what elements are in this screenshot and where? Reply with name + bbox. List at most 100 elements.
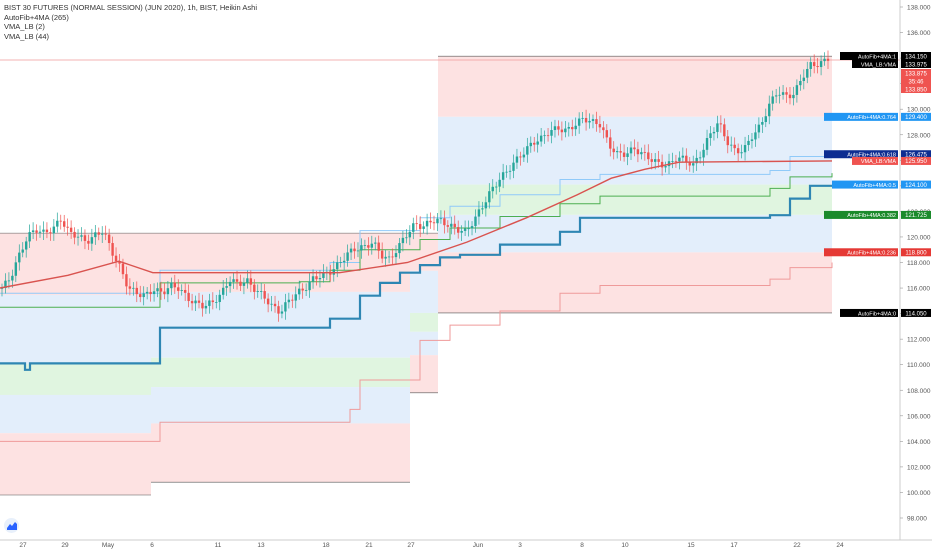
candle-body <box>467 228 470 230</box>
candle-body <box>450 223 453 227</box>
candle-body <box>560 129 564 133</box>
price-tick-label: 130.000 <box>907 107 931 114</box>
vma-slow-line <box>0 160 833 289</box>
candle-body <box>273 303 277 307</box>
legend-vma-fast: VMA_LB (2) <box>4 22 45 31</box>
candle-body <box>408 231 412 238</box>
time-axis[interactable]: 27 29 May 6 11 13 18 21 27 Jun 3 8 10 15 17 22 24 <box>0 539 932 549</box>
candle-body <box>647 152 650 160</box>
candle-body <box>460 230 463 233</box>
candle-body <box>643 152 647 153</box>
candle-body <box>536 141 539 145</box>
candle-body <box>156 288 159 292</box>
candle-body <box>612 148 615 153</box>
time-tick-label: 22 <box>793 542 801 549</box>
price-labels: AutoFib+4MA:1 134.150 VMA_LB:VMA 133.975 133… <box>824 52 931 317</box>
level-value-bg <box>901 52 931 60</box>
candle-body <box>249 278 253 285</box>
candle-body <box>577 118 581 126</box>
upper-step-line <box>0 153 833 294</box>
candle-body <box>398 243 401 254</box>
candle-body <box>688 161 691 166</box>
green-step-line <box>0 173 833 308</box>
price-tick-label: 102.000 <box>907 464 931 471</box>
candle-body <box>118 261 121 264</box>
vma-slow-path <box>0 160 833 289</box>
price-tick-label: 106.000 <box>907 413 931 420</box>
candle-body <box>221 287 225 295</box>
candle-body <box>73 231 76 238</box>
candle-body <box>702 149 705 158</box>
time-tick-label: 27 <box>19 542 27 549</box>
tradingview-logo-icon[interactable] <box>4 518 19 533</box>
level-value-label: 121.725 <box>905 213 927 219</box>
candle-body <box>761 122 764 125</box>
candle-body <box>546 135 550 137</box>
level-tag-label: VMA_LB:VMA <box>861 159 896 165</box>
candle-body <box>598 124 602 128</box>
candle-body <box>256 291 259 292</box>
candle-body <box>529 142 532 147</box>
candle-body <box>788 94 792 99</box>
candle-body <box>56 220 59 227</box>
band-red-lower <box>438 252 832 313</box>
candle-body <box>49 232 52 234</box>
candle-body <box>505 171 508 173</box>
candle-body <box>719 123 723 125</box>
time-tick-label: 13 <box>257 542 265 549</box>
candle-body <box>315 276 318 280</box>
time-tick-label: 10 <box>621 542 629 549</box>
candle-body <box>823 58 826 62</box>
price-tick-label: 136.000 <box>907 30 931 37</box>
price-tick-label: 118.000 <box>907 260 930 267</box>
level-value-bg <box>901 180 931 189</box>
candle-body <box>622 152 626 157</box>
candle-body <box>225 286 228 288</box>
level-value-bg <box>901 77 931 85</box>
candle-body <box>736 148 740 154</box>
candle-body <box>415 223 418 225</box>
candle-body <box>519 156 522 158</box>
candle-body <box>595 119 598 125</box>
candle-body <box>128 286 132 289</box>
candle-body <box>436 218 439 224</box>
candle-body <box>771 96 774 104</box>
candle-body <box>183 289 187 293</box>
candle-body <box>111 243 114 256</box>
band-blue-upper <box>0 294 151 365</box>
candle-body <box>564 128 567 133</box>
candle-body <box>477 209 481 217</box>
candle-body <box>629 147 633 154</box>
candle-body <box>439 218 443 220</box>
candle-body <box>367 245 370 248</box>
candle-body <box>260 291 263 292</box>
candle-body <box>726 136 729 146</box>
candle-body <box>584 117 588 123</box>
candle-body <box>360 245 363 251</box>
time-tick-label: 8 <box>580 542 584 549</box>
candle-body <box>94 232 97 238</box>
candle-body <box>63 221 66 227</box>
level-tag-label: AutoFib+4MA:0.236 <box>847 251 896 257</box>
candle-body <box>187 292 190 302</box>
candle-body <box>795 85 799 95</box>
band-red-lower <box>0 433 151 496</box>
candle-body <box>774 95 778 97</box>
candle-body <box>463 228 467 231</box>
candle-body <box>166 288 170 295</box>
candle-body <box>429 220 432 223</box>
candle-body <box>792 94 795 99</box>
candle-body <box>412 223 415 232</box>
candle-body <box>799 81 802 86</box>
candle-body <box>197 300 201 303</box>
candle-body <box>7 280 11 282</box>
candle-body <box>11 275 14 281</box>
time-tick-label: May <box>102 542 115 549</box>
candle-body <box>674 160 678 162</box>
level-tag-bg <box>824 210 898 219</box>
price-tick-label: 120.000 <box>907 234 931 241</box>
candle-body <box>806 68 809 78</box>
candle-body <box>69 227 73 232</box>
legend-autofib: AutoFib+4MA (265) <box>4 12 69 22</box>
